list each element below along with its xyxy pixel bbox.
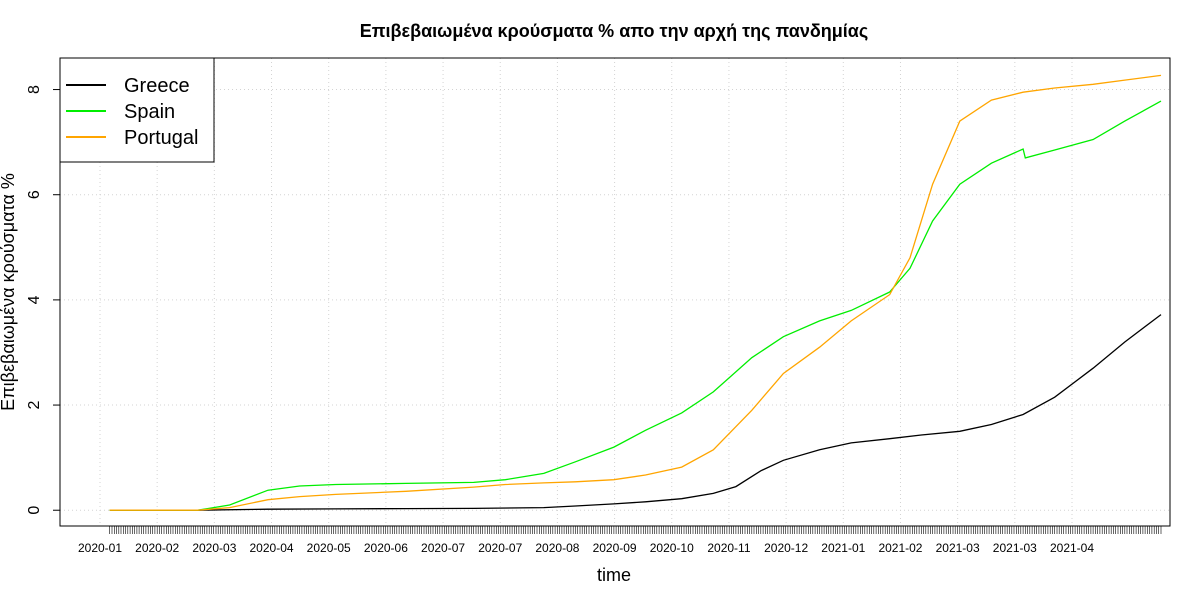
x-tick-label: 2021-02 bbox=[878, 541, 922, 555]
x-axis: 2020-01 2020-02 2020-03 2020-04 2020-05 2020-… bbox=[78, 526, 1162, 555]
x-tick-label: 2020-07 bbox=[421, 541, 465, 555]
legend-label-spain: Spain bbox=[124, 101, 175, 123]
chart-title: Επιβεβαιωμένα κρούσματα % απο την αρχή τ… bbox=[360, 21, 868, 41]
x-tick-label: 2021-01 bbox=[821, 541, 865, 555]
x-tick-label: 2020-02 bbox=[135, 541, 179, 555]
y-axis: 0 2 4 6 8 bbox=[26, 85, 60, 515]
plot-frame bbox=[59, 57, 1171, 527]
legend: Greece Spain Portugal bbox=[59, 57, 215, 163]
x-tick-label: 2021-04 bbox=[1050, 541, 1094, 555]
y-tick-label: 2 bbox=[26, 401, 43, 410]
y-axis-title: Επιβεβαιωμένα κρούσματα % bbox=[0, 173, 18, 411]
series-line-portugal bbox=[109, 74, 1162, 511]
x-tick-label: 2020-06 bbox=[364, 541, 408, 555]
grid bbox=[60, 58, 1170, 526]
x-tick-label: 2021-03 bbox=[993, 541, 1037, 555]
legend-label-portugal: Portugal bbox=[124, 127, 199, 149]
x-tick-label: 2021-03 bbox=[936, 541, 980, 555]
x-tick-label: 2020-03 bbox=[192, 541, 236, 555]
x-tick-label: 2020-12 bbox=[764, 541, 808, 555]
legend-label-greece: Greece bbox=[124, 75, 190, 97]
x-tick-label: 2020-09 bbox=[593, 541, 637, 555]
y-tick-label: 6 bbox=[26, 190, 43, 199]
x-axis-title: time bbox=[597, 565, 631, 585]
y-tick-label: 4 bbox=[26, 295, 43, 304]
x-daily-ticks bbox=[109, 526, 1162, 534]
x-tick-label: 2020-11 bbox=[707, 541, 750, 555]
series-group bbox=[109, 74, 1162, 511]
y-tick-label: 0 bbox=[26, 506, 43, 515]
x-tick-label: 2020-05 bbox=[307, 541, 351, 555]
x-tick-label: 2020-10 bbox=[650, 541, 694, 555]
y-tick-label: 8 bbox=[26, 85, 43, 94]
x-tick-label: 2020-07 bbox=[478, 541, 522, 555]
x-tick-label: 2020-01 bbox=[78, 541, 122, 555]
series-line-spain bbox=[109, 100, 1162, 511]
series-line-greece bbox=[109, 314, 1162, 511]
x-tick-label: 2020-08 bbox=[535, 541, 579, 555]
x-tick-label: 2020-04 bbox=[250, 541, 294, 555]
